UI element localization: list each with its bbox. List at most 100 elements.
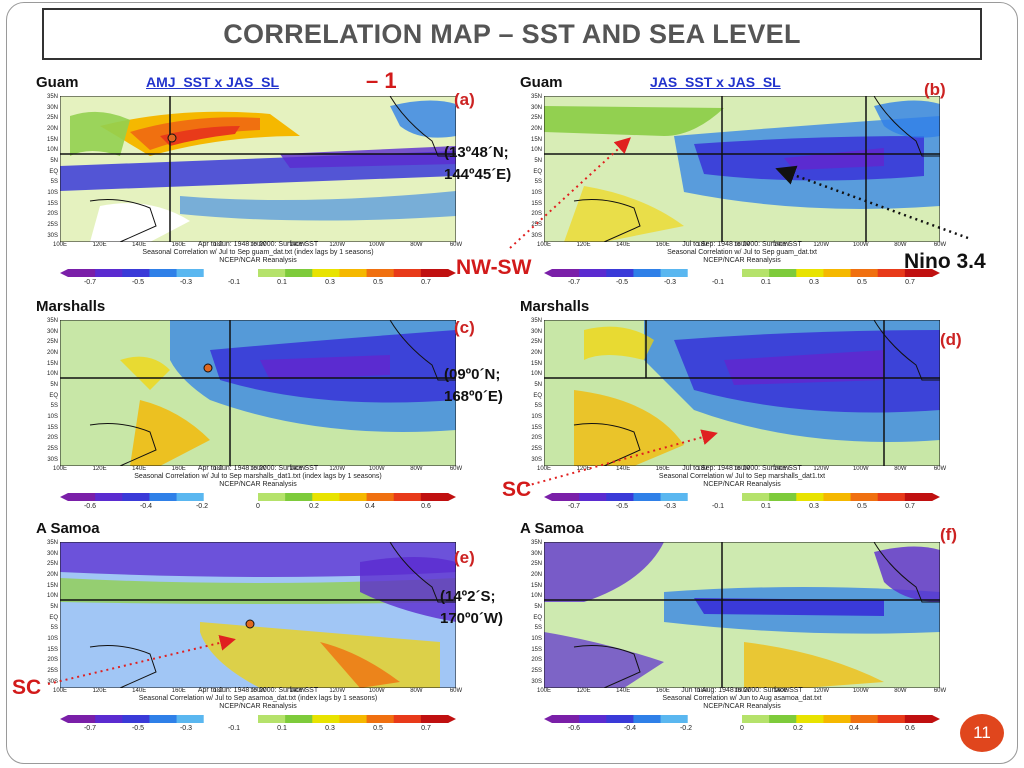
lon-tick-label: 160E — [655, 242, 670, 248]
lat-tick-label: 15N — [530, 360, 542, 367]
lat-tick-label: 5S — [534, 403, 542, 410]
colorbar-swatch — [633, 493, 662, 501]
lat-tick-label: 20N — [530, 125, 542, 132]
lon-tick-label: 140W — [773, 688, 790, 694]
colorbar-swatch — [420, 269, 449, 277]
lon-tick-label: 160W — [734, 242, 750, 248]
caption-line-2: Seasonal Correlation w/ Jul to Sep guam_… — [142, 249, 374, 256]
colorbar-swatch — [877, 493, 906, 501]
coord-line-1: (09º0´N; — [444, 366, 501, 383]
colorbar-tick-label: -0.1 — [711, 279, 725, 286]
lat-tick-label: 35N — [46, 318, 58, 324]
colorbar-swatch — [366, 269, 395, 277]
lat-tick-label: 35N — [46, 94, 58, 100]
lon-tick-label: 160E — [171, 466, 186, 472]
colorbar-swatch — [230, 715, 259, 723]
colorbar-tick-label: -0.6 — [567, 725, 581, 732]
lon-axis: 100E 120E 140E 160E 180 160W 140W 120W 100W 80W 60… — [53, 242, 462, 252]
colorbar-swatch — [714, 493, 743, 501]
lon-tick-label: 140W — [289, 688, 306, 694]
lon-tick-label: 120E — [92, 688, 107, 694]
colorbar-tick-label: 0.7 — [421, 725, 431, 732]
panel-letter-f: (f) — [940, 525, 957, 544]
colorbar-tick-label: -0.4 — [623, 725, 637, 732]
colorbar-swatch — [122, 715, 150, 723]
colorbar-swatch — [149, 493, 178, 501]
lon-tick-label: 100E — [536, 466, 552, 472]
panel-letter-e: (e) — [454, 548, 475, 567]
lat-tick-label: 20S — [47, 657, 58, 664]
colorbar-swatch — [579, 715, 607, 723]
caption-line-2: Seasonal Correlation w/ Jul to Sep marsh… — [134, 473, 382, 480]
correlation-map: 35N 30N 25N 20N 15N 10N 5N EQ 5S 10S 15S 20S 25S 30S … — [47, 318, 462, 472]
colorbar-swatch — [285, 715, 313, 723]
colorbar-swatch — [366, 715, 395, 723]
lon-tick-label: 100E — [52, 242, 68, 248]
colorbar-tick-label: 0.4 — [365, 503, 375, 510]
minus-one-label: – 1 — [366, 68, 397, 93]
nw-sw-label: NW-SW — [456, 256, 532, 279]
lat-tick-label: 30N — [530, 104, 542, 111]
lat-tick-label: 25S — [47, 445, 58, 452]
coord-line-2: 144º45´E) — [444, 166, 512, 183]
lon-tick-label: 100W — [368, 466, 385, 472]
colorbar-tick-label: 0.3 — [325, 725, 335, 732]
colorbar-tick-label: -0.7 — [567, 503, 581, 510]
colorbar-end — [544, 493, 552, 501]
lon-tick-label: 100E — [52, 466, 68, 472]
colorbar-swatch — [742, 269, 770, 277]
map-caption: Jul to Sep: 1948 to 2000: Surface SST Se… — [544, 241, 940, 265]
guam-coordinates: (13º48´N; 144º45´E) — [444, 142, 511, 186]
colorbar-swatch — [230, 269, 259, 277]
lat-tick-label: 35N — [46, 540, 58, 546]
lat-tick-label: 5S — [50, 403, 58, 410]
lon-tick-label: 160E — [171, 242, 186, 248]
colorbar-swatch — [904, 269, 933, 277]
colorbar-end — [932, 493, 940, 501]
colorbar-tick-label: -0.5 — [131, 725, 145, 732]
map-canvas — [60, 96, 456, 242]
colorbar-swatch — [393, 493, 422, 501]
colorbar-swatch — [285, 493, 313, 501]
colorbar-swatch — [714, 269, 743, 277]
lat-tick-label: 20S — [531, 211, 542, 218]
colorbar-swatch — [904, 493, 933, 501]
panel-letter-b: (b) — [924, 80, 946, 99]
colorbar-swatch — [769, 715, 797, 723]
lat-tick-label: 20S — [47, 435, 58, 442]
colorbar-swatch — [312, 715, 340, 723]
lat-axis: 35N 30N 25N 20N 15N 10N 5N EQ 5S 10S 15S 20S 25S 30S — [38, 318, 60, 466]
map-caption: Apr to Jun: 1948 to 2000: Surface SST Se… — [60, 465, 456, 489]
lat-tick-label: 10N — [46, 371, 58, 378]
sc-label-d: SC — [502, 478, 532, 501]
colorbar-labels: -0.6 -0.4 -0.2 0 0.2 0.4 0.6 — [60, 503, 456, 513]
colorbar-swatch — [633, 715, 662, 723]
lon-tick-label: 60W — [933, 688, 947, 694]
nino-label: Nino 3.4 — [904, 250, 986, 273]
lon-tick-label: 140W — [289, 242, 306, 248]
colorbar-tick-label: -0.3 — [663, 279, 677, 286]
colorbar-swatch — [552, 269, 580, 277]
colorbar-tick-label: 0.5 — [373, 279, 383, 286]
colorbar-swatch — [68, 493, 96, 501]
lat-tick-label: 25S — [47, 667, 58, 674]
lat-tick-label: 25S — [531, 667, 542, 674]
colorbar-labels: -0.6 -0.4 -0.2 0 0.2 0.4 0.6 — [544, 725, 940, 735]
lat-tick-label: 15N — [530, 136, 542, 143]
colorbar-swatch — [258, 269, 286, 277]
lat-tick-label: 5S — [50, 625, 58, 632]
colorbar-swatch — [122, 269, 150, 277]
colorbar-swatch — [552, 493, 580, 501]
lat-axis: 35N 30N 25N 20N 15N 10N 5N EQ 5S 10S 15S 20S 25S 30S — [522, 540, 544, 688]
page-number: 11 — [973, 723, 991, 742]
lon-tick-label: 140E — [132, 242, 147, 248]
lon-tick-label: 120E — [92, 242, 107, 248]
lon-tick-label: 100W — [368, 688, 385, 694]
lat-tick-label: 15S — [531, 200, 542, 207]
lat-tick-label: EQ — [533, 168, 542, 175]
slide-title: CORRELATION MAP – SST AND SEA LEVEL — [223, 18, 801, 49]
lon-tick-label: 120E — [92, 466, 107, 472]
lon-tick-label: 100W — [368, 242, 385, 248]
caption-line-3: NCEP/NCAR Reanalysis — [219, 481, 297, 488]
station-label: Marshalls — [36, 298, 106, 315]
